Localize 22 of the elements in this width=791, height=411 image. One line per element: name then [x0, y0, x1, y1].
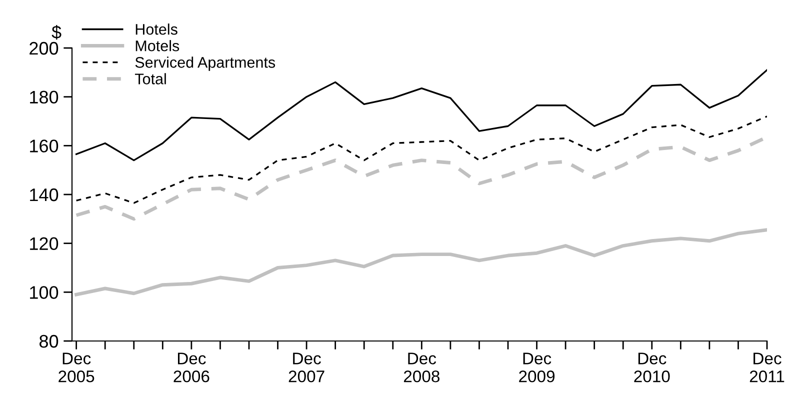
- legend-label: Motels: [136, 40, 180, 52]
- x-tick-label: Dec 2006: [174, 352, 210, 382]
- y-tick-label: 140: [30, 188, 58, 202]
- y-tick-label: 100: [30, 286, 58, 299]
- x-tick-label: Dec 2011: [750, 352, 784, 382]
- line-series: [74, 228, 767, 296]
- x-tick-label: Dec 2009: [519, 352, 555, 382]
- y-tick-label: 180: [30, 90, 58, 104]
- line-series: [75, 69, 767, 162]
- legend-label: Serviced Apartments: [135, 56, 276, 71]
- y-tick-label: 80: [40, 334, 58, 348]
- legend-label: Hotels: [136, 24, 178, 35]
- x-tick-label: Dec 2010: [634, 352, 670, 382]
- x-tick-label: Dec 2008: [404, 352, 440, 382]
- line-series: [75, 116, 767, 204]
- y-tick-label: 200: [30, 42, 58, 55]
- y-tick-label: 120: [30, 237, 58, 250]
- y-axis-title: $: [52, 25, 62, 40]
- y-tick-label: 160: [30, 140, 58, 152]
- x-tick-label: Dec 2005: [58, 352, 94, 382]
- legend-label: Total: [134, 73, 166, 84]
- x-tick-label: Dec 2007: [288, 352, 324, 382]
